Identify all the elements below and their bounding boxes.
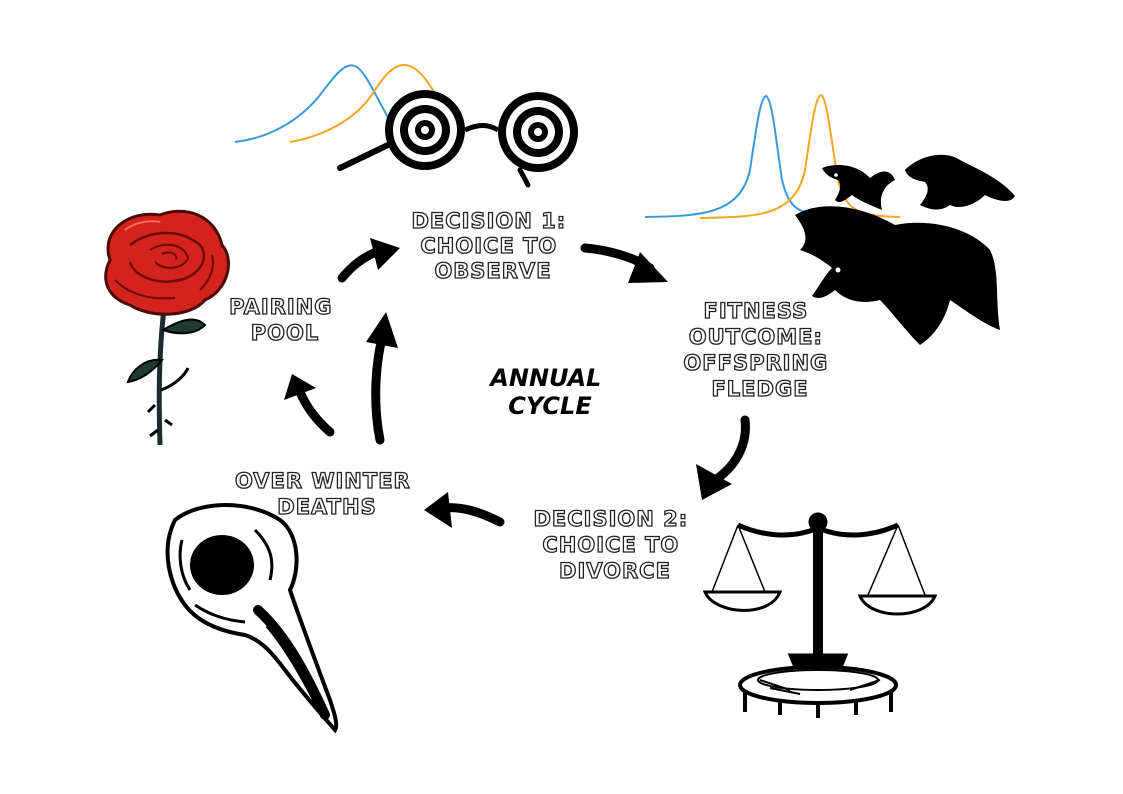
center-line2: CYCLE bbox=[508, 392, 592, 420]
winter-label: OVER WINTER DEATHS bbox=[235, 469, 419, 519]
fitness-label: FITNESS OUTCOME: OFFSPRING FLEDGE bbox=[683, 299, 836, 401]
fitness-line1: FITNESS bbox=[703, 299, 808, 323]
fitness-line2: OUTCOME: bbox=[689, 325, 823, 349]
pairing-label: PAIRING POOL bbox=[229, 295, 341, 345]
observation-curves bbox=[234, 64, 456, 143]
cycle-arrows bbox=[284, 238, 750, 528]
decision2-line1: DECISION 2: bbox=[533, 507, 688, 531]
arrow-winter-to-pairing bbox=[284, 374, 335, 437]
glasses-icon bbox=[337, 90, 578, 188]
decision2-line3: DIVORCE bbox=[559, 559, 671, 583]
ravens-icon bbox=[795, 154, 1015, 345]
scales-icon bbox=[702, 512, 938, 718]
arrow-winter-to-observe bbox=[366, 312, 398, 445]
decision1-line2: CHOICE TO bbox=[420, 234, 557, 258]
decision1-line3: OBSERVE bbox=[434, 259, 551, 283]
arrow-divorce-to-winter bbox=[424, 492, 505, 528]
winter-line1: OVER WINTER bbox=[235, 469, 411, 493]
decision1-label: DECISION 1: CHOICE TO OBSERVE bbox=[411, 209, 574, 283]
fitness-line4: FLEDGE bbox=[711, 377, 808, 401]
winter-line2: DEATHS bbox=[277, 495, 376, 519]
pairing-line1: PAIRING bbox=[229, 295, 332, 319]
decision1-line1: DECISION 1: bbox=[411, 209, 566, 233]
rose-icon bbox=[104, 209, 230, 446]
arrow-fitness-to-divorce bbox=[696, 415, 750, 500]
pairing-line2: POOL bbox=[251, 321, 319, 345]
decision2-label: DECISION 2: CHOICE TO DIVORCE bbox=[533, 507, 696, 583]
fitness-curves bbox=[644, 93, 901, 219]
decision2-line2: CHOICE TO bbox=[542, 533, 679, 557]
fitness-line3: OFFSPRING bbox=[683, 351, 828, 375]
annual-cycle-label: ANNUAL CYCLE bbox=[488, 364, 609, 420]
arrow-pairing-to-observe bbox=[337, 238, 400, 283]
bird-skull-icon bbox=[165, 503, 339, 734]
center-line1: ANNUAL bbox=[488, 364, 601, 392]
arrow-observe-to-fitness bbox=[580, 243, 668, 283]
